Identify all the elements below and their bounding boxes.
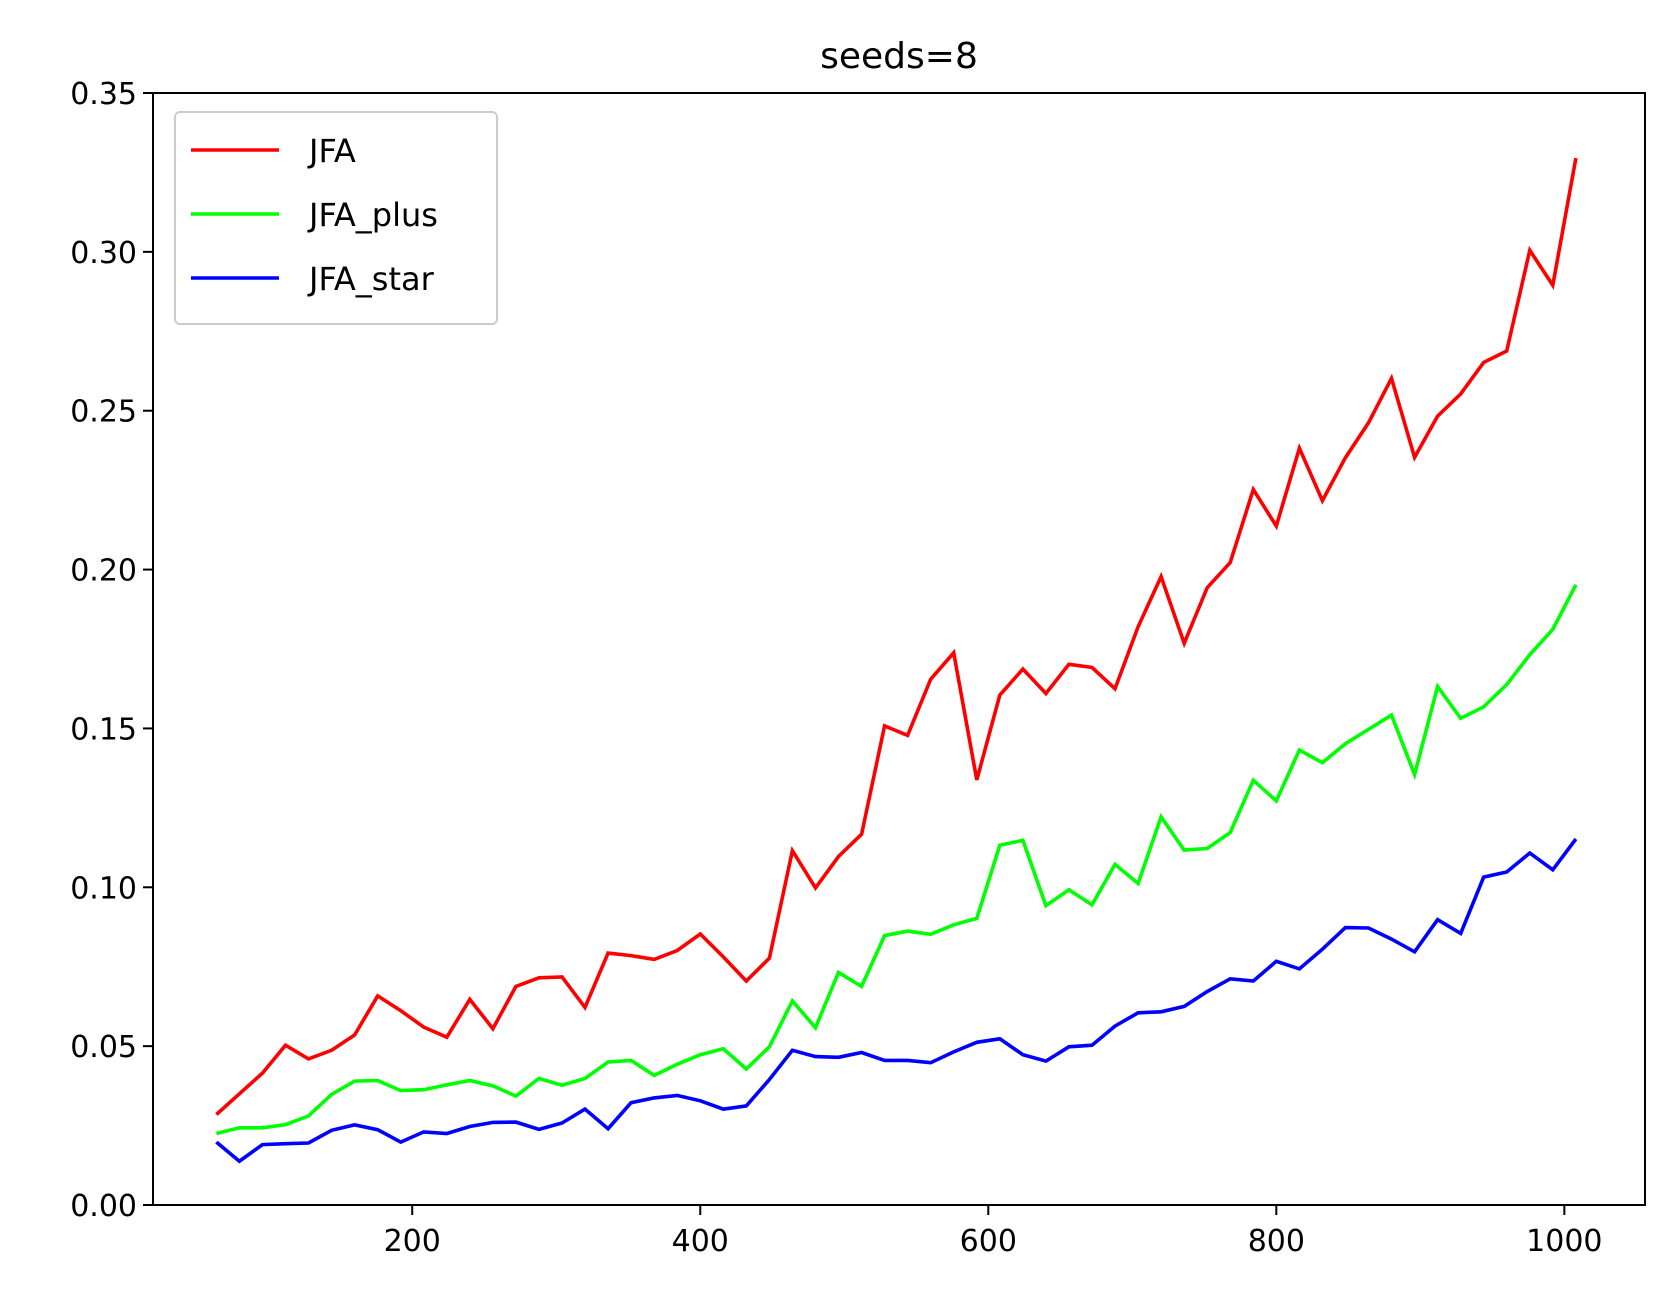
y-tick-label: 0.20 — [70, 554, 137, 589]
series-line-1 — [215, 157, 1578, 1116]
y-tick-label: 0.35 — [70, 77, 137, 112]
legend-label-3: JFA_star — [307, 260, 435, 298]
legend-box — [174, 111, 498, 325]
x-tick-label: 1000 — [1526, 1224, 1602, 1259]
series-line-2 — [215, 583, 1578, 1136]
x-tick-label: 800 — [1248, 1224, 1305, 1259]
y-tick-label: 0.30 — [70, 236, 137, 271]
plot-frame — [152, 92, 1646, 1206]
series-layer — [215, 157, 1578, 1164]
y-tick-label: 0.15 — [70, 712, 137, 747]
y-tick-label: 0.25 — [70, 395, 137, 430]
legend-label-1: JFA — [307, 132, 356, 170]
series-line-3 — [215, 837, 1578, 1164]
chart-title: seeds=8 — [820, 36, 978, 77]
y-tick-label: 0.00 — [70, 1189, 137, 1224]
legend-label-2: JFA_plus — [307, 196, 438, 234]
x-tick-label: 600 — [960, 1224, 1017, 1259]
legend: JFA JFA_plus JFA_star — [174, 111, 498, 325]
x-tick-label: 400 — [672, 1224, 729, 1259]
x-tick-label: 200 — [384, 1224, 441, 1259]
axes-layer: 200 400 600 800 1000 0.00 0.05 0.10 0.15 0.20 0.25… — [70, 77, 1646, 1259]
y-tick-label: 0.05 — [70, 1030, 137, 1065]
y-tick-label: 0.10 — [70, 871, 137, 906]
